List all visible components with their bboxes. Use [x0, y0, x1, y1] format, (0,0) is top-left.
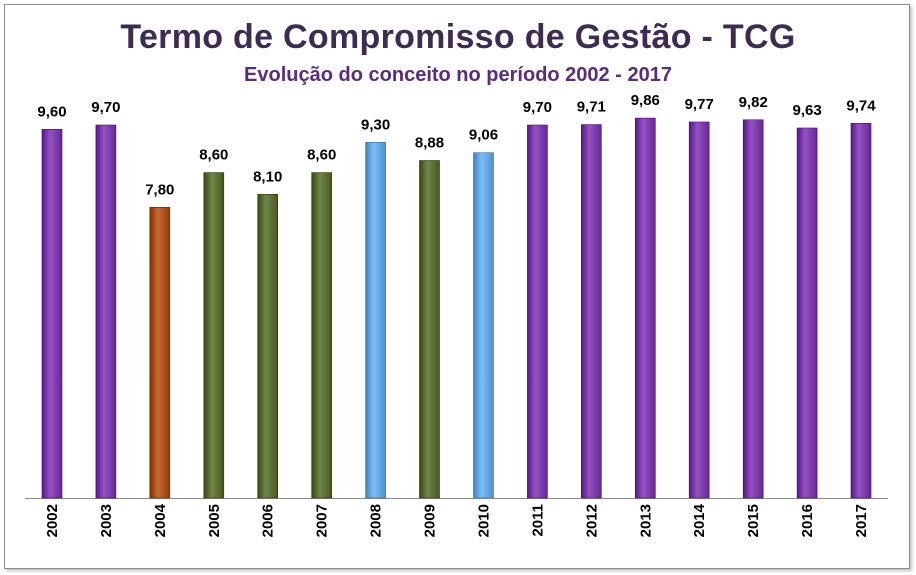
- value-label-2004: 7,80: [145, 181, 174, 198]
- tick-label-2004: 2004: [152, 503, 169, 537]
- tick-label-2015: 2015: [745, 504, 762, 537]
- bar-2003: [95, 124, 117, 499]
- value-label-2006: 8,10: [253, 168, 282, 185]
- tick-label-2011: 2011: [529, 504, 546, 537]
- value-label-2011: 9,70: [523, 99, 552, 116]
- chart-title: Termo de Compromisso de Gestão - TCG: [120, 18, 796, 56]
- value-label-2012: 9,71: [577, 99, 606, 116]
- bar-2015: [742, 119, 764, 499]
- tick-label-2012: 2012: [583, 504, 600, 537]
- bar-2005: [203, 172, 225, 499]
- tick-labels-group: 2002 2003 2004 2005 2006 2007 2008 2009 2010 2011…: [44, 503, 870, 537]
- bar-2004: [149, 207, 171, 499]
- tick-label-2017: 2017: [853, 504, 870, 537]
- tick-label-2013: 2013: [637, 504, 654, 537]
- value-label-2013: 9,86: [631, 92, 660, 109]
- chart-subtitle: Evolução do conceito no período 2002 - 2…: [244, 64, 672, 86]
- tick-label-2009: 2009: [422, 504, 439, 537]
- tick-label-2003: 2003: [98, 504, 115, 537]
- value-label-2007: 8,60: [307, 147, 336, 164]
- tick-label-2005: 2005: [206, 504, 223, 537]
- bars-group: [41, 117, 872, 499]
- tick-label-2002: 2002: [44, 504, 61, 537]
- value-label-2005: 8,60: [199, 147, 228, 164]
- tick-label-2016: 2016: [799, 504, 816, 537]
- bar-2010: [473, 152, 494, 499]
- bar-2009: [419, 160, 440, 499]
- bar-2008: [365, 142, 386, 499]
- bar-2016: [796, 127, 818, 499]
- value-label-2014: 9,77: [685, 96, 714, 113]
- bar-2014: [688, 121, 710, 499]
- value-label-2009: 8,88: [415, 135, 444, 152]
- tick-label-2006: 2006: [260, 504, 277, 537]
- bar-2006: [257, 194, 279, 499]
- bar-2007: [311, 172, 333, 499]
- bar-2012: [580, 124, 602, 499]
- tick-label-2008: 2008: [368, 504, 385, 537]
- tick-label-2007: 2007: [314, 504, 331, 537]
- tick-label-2014: 2014: [691, 503, 708, 537]
- value-label-2003: 9,70: [91, 99, 120, 116]
- value-labels-group: 9,60 9,70 7,80 8,60 8,10 8,60 9,30 8,88 9,06 9,70…: [37, 92, 876, 198]
- bar-2017: [850, 123, 872, 499]
- value-label-2015: 9,82: [739, 94, 768, 111]
- value-label-2017: 9,74: [846, 97, 876, 114]
- bar-2013: [634, 117, 656, 499]
- bar-2011: [527, 124, 548, 499]
- value-label-2008: 9,30: [361, 116, 390, 133]
- tick-label-2010: 2010: [476, 504, 493, 537]
- bar-2002: [41, 129, 63, 499]
- value-label-2010: 9,06: [469, 127, 498, 144]
- value-label-2016: 9,63: [792, 102, 821, 119]
- value-label-2002: 9,60: [37, 103, 66, 120]
